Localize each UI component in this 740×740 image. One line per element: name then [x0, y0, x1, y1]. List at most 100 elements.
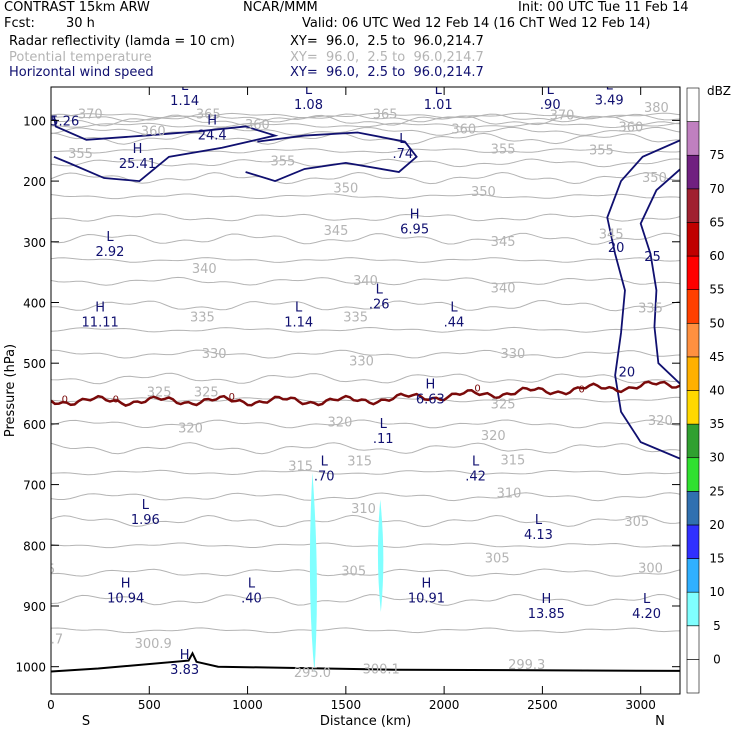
theta-contour-line [51, 232, 680, 245]
theta-contour-line [51, 171, 680, 185]
y-tick-label: 300 [23, 236, 46, 250]
theta-contour-line [51, 568, 680, 577]
extremum-marker: H [410, 208, 420, 223]
freezing-level-label: 0 [579, 385, 585, 396]
legend-level-label: 65 [709, 215, 724, 229]
legend-swatch [686, 255, 700, 290]
extremum-value: .44 [444, 316, 465, 331]
wind-contour-line [639, 168, 680, 385]
legend-level-label: 15 [709, 552, 724, 566]
extremum-value: .26 [369, 297, 390, 312]
extremum-marker: H [541, 592, 551, 607]
theta-label: 310 [351, 502, 376, 517]
field-name-theta: Potential temperature [9, 50, 152, 65]
extremum-value: .74 [393, 147, 414, 162]
theta-label: 320 [481, 429, 506, 444]
wind-contour-line [245, 131, 418, 183]
theta-label: 350 [471, 185, 496, 200]
extremum-value: 6.63 [416, 393, 445, 408]
legend-level-label: 55 [709, 283, 724, 297]
legend-swatch [686, 625, 700, 660]
legend-level-label: 10 [709, 585, 724, 599]
theta-label: 315 [288, 459, 313, 474]
x-tick-label: 0 [47, 698, 55, 712]
legend-level-label: 25 [709, 484, 724, 498]
theta-label: 340 [192, 262, 217, 277]
theta-label: 380 [644, 101, 669, 116]
wind-contour-line [53, 115, 279, 183]
x-tick-label: 1500 [331, 698, 362, 712]
theta-label: 340 [353, 274, 378, 289]
theta-contours [51, 112, 680, 634]
extremum-value: .70 [314, 470, 335, 485]
theta-label: 299.3 [508, 658, 545, 673]
theta-label: 345 [491, 235, 516, 250]
theta-label: 345 [599, 228, 624, 243]
extremum-value: .42 [465, 470, 486, 485]
extremum-marker: H [180, 648, 190, 663]
extremum-value: 1.08 [294, 98, 323, 113]
theta-label: 335 [190, 311, 215, 326]
x-axis-title: Distance (km) [320, 714, 411, 729]
freezing-level-label: 0 [62, 394, 68, 405]
y-tick-label: 500 [23, 357, 46, 371]
extremum-marker: L [399, 132, 407, 147]
freezing-level-line [51, 380, 680, 407]
extremum-value: 1.14 [284, 316, 313, 331]
theta-label: 335 [343, 311, 368, 326]
legend-swatch [686, 457, 700, 492]
extremum-value: .40 [241, 592, 262, 607]
legend-level-label: 40 [709, 384, 724, 398]
legend-level-label: 50 [709, 316, 724, 330]
model-title: CONTRAST 15km ARW [4, 0, 150, 15]
theta-contour-line [51, 147, 680, 154]
theta-label: 330 [501, 347, 526, 362]
extremum-value: 4.13 [524, 528, 553, 543]
y-tick-label: 400 [23, 296, 46, 310]
legend-swatch [686, 591, 700, 627]
terrain-line [51, 651, 680, 673]
extremum-value: 13.85 [528, 607, 565, 622]
extremum-value: 24.4 [198, 129, 227, 144]
theta-label: 310 [497, 487, 522, 502]
extremum-marker: L [547, 83, 555, 98]
legend-swatch [686, 558, 700, 593]
extremum-marker: L [321, 455, 329, 470]
theta-contour-line [51, 514, 680, 528]
theta-label: 300.9 [135, 637, 172, 652]
freezing-level-label: 0 [474, 383, 480, 394]
reflectivity-shading [309, 472, 384, 673]
theta-label: 325 [491, 397, 516, 412]
wind-contour-line [606, 139, 680, 460]
extremum-value: 1.96 [131, 513, 160, 528]
extremum-marker: L [142, 498, 150, 513]
legend-level-label: 60 [709, 249, 724, 263]
theta-label: 305 [341, 564, 366, 579]
field-name-wind: Horizontal wind speed [9, 65, 154, 80]
reflectivity-cell [309, 472, 317, 673]
theta-label: 325 [147, 385, 172, 400]
theta-label: 355 [68, 147, 93, 162]
y-axis-title: Pressure (hPa) [3, 344, 18, 437]
theta-label: 370 [550, 109, 575, 124]
x-axis-south-label: S [82, 714, 90, 729]
extremum-marker: H [207, 114, 217, 129]
field-name-reflectivity: Radar reflectivity (lamda = 10 cm) [9, 34, 235, 49]
theta-label: 300 [638, 561, 663, 576]
extremum-marker: L [450, 301, 458, 316]
theta-label: 360 [245, 118, 270, 133]
init-time: Init: 00 UTC Tue 11 Feb 14 [518, 0, 689, 15]
extremum-marker: L [435, 83, 443, 98]
extremum-marker: H [95, 301, 105, 316]
extremum-marker: H [133, 142, 143, 157]
theta-contour-line [51, 193, 680, 200]
theta-label: 355 [271, 155, 296, 170]
x-tick-label: 3000 [625, 698, 656, 712]
y-tick-label: 200 [23, 175, 46, 189]
extremum-marker: H [422, 577, 432, 592]
theta-label: 320 [648, 414, 673, 429]
theta-contour-line [51, 158, 680, 168]
theta-label: 320 [178, 422, 203, 437]
legend-level-label: 0 [713, 652, 721, 666]
